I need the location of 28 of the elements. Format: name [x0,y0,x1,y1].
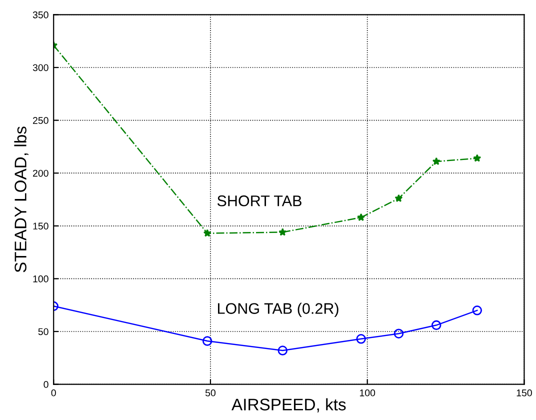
series-label: SHORT TAB [217,195,302,206]
y-tick-label: 350 [32,11,48,18]
point [278,228,287,236]
x-tick-label: 150 [516,389,532,396]
series-label: LONG TAB (0.2R) [218,302,338,317]
point [394,194,403,202]
point [472,306,482,316]
point [278,346,288,356]
y-axis-title: STEADY LOAD, lbs [14,126,28,272]
y-tick-label: 150 [33,222,48,230]
point [357,213,366,221]
point [432,320,442,330]
x-tick-label: 0 [51,389,56,396]
y-tick-label: 200 [33,170,48,177]
x-tick-label: 50 [205,389,216,396]
y-tick-label: 0 [44,381,48,388]
y-tick-label: 50 [38,328,48,336]
point [356,334,366,344]
point [394,328,404,338]
point [432,157,440,165]
y-tick-label: 100 [33,275,48,282]
point [202,336,212,346]
point [473,154,482,162]
x-tick-label: 100 [360,389,376,396]
y-tick-label: 250 [33,117,48,124]
y-tick-label: 300 [32,64,48,72]
x-axis-title: AIRSPEED, kts [232,398,346,412]
point [203,229,212,237]
